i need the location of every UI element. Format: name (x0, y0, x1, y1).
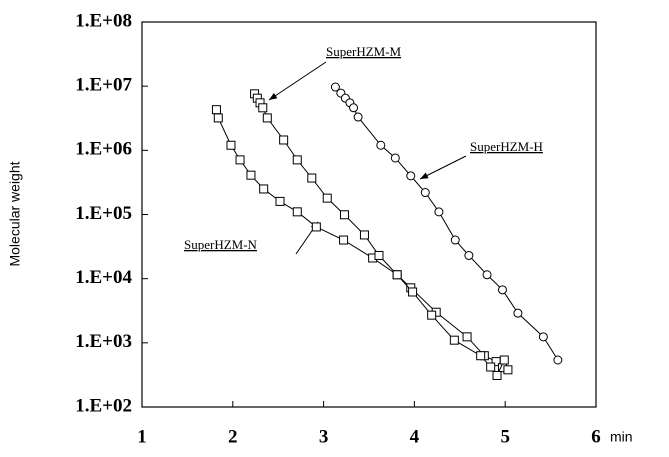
y-tick-label: 1.E+05 (75, 203, 132, 224)
point (376, 140, 386, 150)
y-axis-label: Molecular weight (7, 161, 23, 266)
y-tick-label: 1.E+07 (75, 75, 132, 96)
point (279, 135, 289, 145)
point (292, 207, 302, 217)
y-tick-label: 1.E+06 (75, 139, 132, 160)
point (427, 310, 437, 320)
point (213, 113, 223, 123)
point (450, 235, 460, 245)
y-tick-label: 1.E+04 (75, 267, 132, 288)
point (374, 250, 384, 260)
point (464, 250, 474, 260)
point (406, 171, 416, 181)
series-line (335, 86, 559, 361)
point (392, 270, 402, 280)
x-tick-label: 4 (410, 426, 420, 447)
point (307, 173, 317, 183)
point (339, 235, 349, 245)
y-tick-label: 1.E+02 (75, 395, 132, 416)
annotation: SuperHZM-H (470, 139, 543, 154)
point (497, 285, 507, 295)
annotation: SuperHZM-N (184, 237, 258, 252)
annotation: SuperHZM-M (326, 44, 402, 59)
point (339, 210, 349, 220)
point (226, 140, 236, 150)
point (538, 332, 548, 342)
point (486, 362, 496, 372)
point (275, 196, 285, 206)
y-tick-label: 1.E+03 (75, 331, 132, 352)
x-tick-label: 1 (137, 426, 147, 447)
point (476, 351, 486, 361)
point (492, 370, 502, 380)
point (462, 332, 472, 342)
arrow (268, 61, 327, 101)
plot-frame (141, 21, 597, 408)
point (503, 365, 513, 375)
point (553, 355, 563, 365)
series-line (215, 109, 509, 371)
point (408, 287, 418, 297)
point (311, 222, 321, 232)
point (353, 112, 363, 122)
point (292, 155, 302, 165)
point (513, 308, 523, 318)
point (330, 82, 340, 92)
point (322, 193, 332, 203)
x-tick-label: 3 (319, 426, 329, 447)
y-tick-label: 1.E+08 (75, 10, 132, 31)
point (449, 335, 459, 345)
point (235, 155, 245, 165)
x-axis-label: min (610, 429, 633, 445)
x-tick-label: 6 (591, 426, 601, 447)
point (390, 153, 400, 163)
point (499, 355, 509, 365)
point (258, 103, 268, 113)
point (349, 103, 359, 113)
point (262, 113, 272, 123)
point (359, 230, 369, 240)
x-tick-label: 2 (228, 426, 238, 447)
point (482, 270, 492, 280)
point (211, 105, 221, 115)
x-tick-label: 5 (500, 426, 510, 447)
point (246, 170, 256, 180)
arrow (419, 155, 467, 180)
point (434, 207, 444, 217)
point (259, 184, 269, 194)
point (420, 188, 430, 198)
